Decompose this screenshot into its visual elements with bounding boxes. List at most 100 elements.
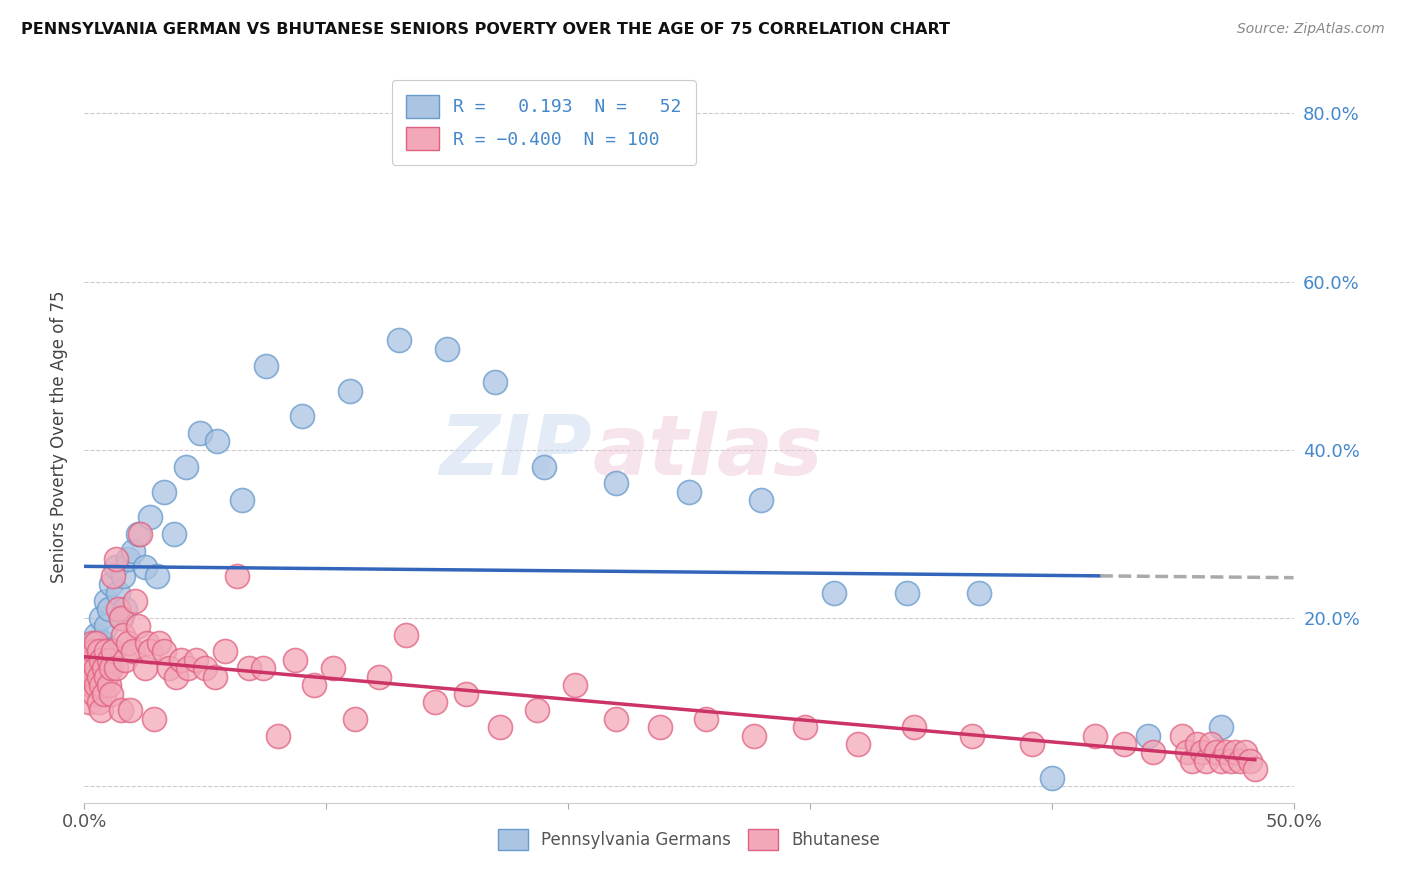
Point <box>112 569 135 583</box>
Point <box>960 729 983 743</box>
Point <box>120 703 142 717</box>
Point <box>103 644 125 658</box>
Point <box>1201 737 1223 751</box>
Point <box>846 737 869 751</box>
Point <box>136 636 159 650</box>
Text: ZIP: ZIP <box>440 411 592 492</box>
Point <box>267 729 290 743</box>
Point <box>564 678 586 692</box>
Point <box>107 585 129 599</box>
Point <box>484 376 506 390</box>
Point <box>231 493 253 508</box>
Point <box>87 644 110 658</box>
Point <box>291 409 314 423</box>
Point <box>678 484 700 499</box>
Point <box>344 712 367 726</box>
Point <box>153 644 176 658</box>
Point <box>124 594 146 608</box>
Point <box>80 644 103 658</box>
Point <box>77 695 100 709</box>
Point <box>93 686 115 700</box>
Point <box>252 661 274 675</box>
Text: PENNSYLVANIA GERMAN VS BHUTANESE SENIORS POVERTY OVER THE AGE OF 75 CORRELATION : PENNSYLVANIA GERMAN VS BHUTANESE SENIORS… <box>21 22 950 37</box>
Point <box>157 661 180 675</box>
Point <box>110 611 132 625</box>
Point <box>1137 729 1160 743</box>
Text: Source: ZipAtlas.com: Source: ZipAtlas.com <box>1237 22 1385 37</box>
Point <box>127 619 149 633</box>
Point <box>1215 745 1237 759</box>
Point <box>90 653 112 667</box>
Point <box>86 653 108 667</box>
Point <box>423 695 446 709</box>
Point <box>823 585 845 599</box>
Point <box>184 653 207 667</box>
Point <box>194 661 217 675</box>
Point <box>138 644 160 658</box>
Point <box>368 670 391 684</box>
Point <box>87 695 110 709</box>
Point <box>302 678 325 692</box>
Point <box>104 552 127 566</box>
Point <box>86 661 108 675</box>
Point <box>77 644 100 658</box>
Point <box>77 661 100 675</box>
Legend: Pennsylvania Germans, Bhutanese: Pennsylvania Germans, Bhutanese <box>491 822 887 856</box>
Point <box>87 670 110 684</box>
Point <box>238 661 260 675</box>
Point <box>1185 737 1208 751</box>
Point <box>1225 745 1247 759</box>
Point <box>103 569 125 583</box>
Point <box>104 560 127 574</box>
Point <box>114 602 136 616</box>
Point <box>107 602 129 616</box>
Point <box>388 334 411 348</box>
Point <box>456 686 478 700</box>
Point <box>77 653 100 667</box>
Point <box>1084 729 1107 743</box>
Point <box>1205 745 1227 759</box>
Point <box>742 729 765 743</box>
Point <box>134 560 156 574</box>
Point <box>93 661 115 675</box>
Point <box>80 678 103 692</box>
Point <box>146 569 169 583</box>
Point <box>170 653 193 667</box>
Point <box>110 611 132 625</box>
Point <box>76 644 98 658</box>
Point <box>94 670 117 684</box>
Point <box>100 577 122 591</box>
Point <box>751 493 773 508</box>
Point <box>97 678 120 692</box>
Point <box>86 636 108 650</box>
Point <box>1040 771 1063 785</box>
Point <box>87 661 110 675</box>
Point <box>104 661 127 675</box>
Point <box>1171 729 1194 743</box>
Point <box>86 678 108 692</box>
Point <box>605 476 627 491</box>
Point <box>86 627 108 641</box>
Point <box>254 359 277 373</box>
Point <box>129 526 152 541</box>
Point <box>1021 737 1043 751</box>
Point <box>533 459 555 474</box>
Point <box>134 661 156 675</box>
Point <box>121 543 143 558</box>
Point <box>100 686 122 700</box>
Point <box>174 459 197 474</box>
Point <box>83 636 105 650</box>
Point <box>76 653 98 667</box>
Point <box>80 653 103 667</box>
Point <box>1114 737 1136 751</box>
Point <box>163 526 186 541</box>
Point <box>605 712 627 726</box>
Point <box>903 720 925 734</box>
Point <box>1191 745 1213 759</box>
Point <box>83 670 105 684</box>
Point <box>794 720 817 734</box>
Point <box>153 484 176 499</box>
Point <box>103 644 125 658</box>
Point <box>97 661 120 675</box>
Point <box>87 636 110 650</box>
